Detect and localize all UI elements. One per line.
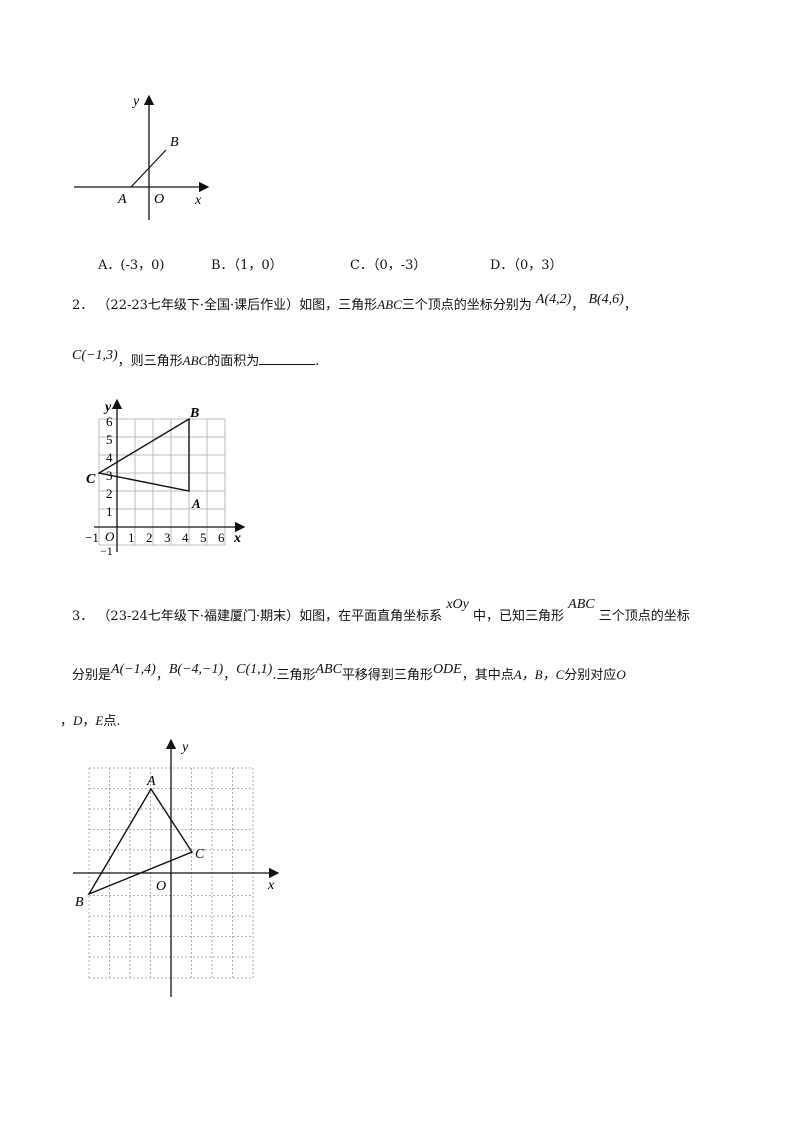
option-value: (-3，0) [120, 258, 165, 273]
q3-ode: ODE [432, 662, 462, 677]
q3-sep: ， [60, 714, 74, 729]
q2-x-tick: 2 [146, 530, 153, 545]
q3-e: E [95, 713, 104, 728]
option-letter: A． [98, 258, 121, 273]
q1-option-b[interactable]: B．（1，0） [211, 254, 283, 273]
q1-option-a[interactable]: A．(-3，0) [98, 254, 164, 273]
q3-line-2: 分别是A(−1,4)，B(−4,−1)，C(1,1).三角形ABC平移得到三角形… [72, 662, 626, 684]
q3-point-b: B(−4,−1) [168, 662, 224, 677]
q2-y-tick: 1 [106, 504, 113, 519]
q2-y-tick: 6 [106, 414, 113, 429]
option-letter: B． [211, 258, 234, 273]
q2-text: 如图，三角形 [299, 298, 378, 313]
q2-x-ticks: 1 2 3 4 5 6 [128, 530, 225, 545]
q2-label-a: A [191, 496, 201, 511]
option-value: （0，-3） [372, 258, 427, 273]
q2-point-a: A(4,2) [535, 292, 572, 307]
option-value: （1，0） [233, 258, 283, 273]
q1-a-label: A [117, 192, 127, 207]
q2-triangle-abc [97, 417, 190, 492]
q3-sep: ， [223, 668, 237, 683]
q3-o: O [616, 667, 626, 682]
q3-abc: ABC [568, 597, 595, 612]
q2-neg-x-tick: −1 [85, 530, 99, 545]
q2-text: 的面积为 [207, 354, 260, 369]
q3-label-b: B [75, 895, 84, 910]
q3-label-a: A [146, 774, 156, 789]
q2-neg-y-tick: −1 [100, 544, 113, 558]
q1-option-d[interactable]: D．（0，3） [490, 254, 562, 273]
q2-x-tick: 1 [128, 530, 135, 545]
q3-text: 中，已知三角形 [473, 609, 565, 624]
q3-text: 平移得到三角形 [341, 668, 433, 683]
q3-text: 分别对应 [564, 668, 617, 683]
q2-origin-label: O [105, 529, 115, 544]
q2-text: ，则三角形 [117, 354, 183, 369]
q3-line-1: 3． （23-24七年级下·福建厦门·期末）如图，在平面直角坐标系 xOy 中，… [72, 597, 690, 625]
q3-text: 分别是 [72, 668, 112, 683]
q2-label-b: B [189, 406, 199, 421]
q2-number: 2． [72, 298, 94, 313]
q3-text: .三角形 [272, 668, 316, 683]
q2-line-1: 2． （22-23七年级下·全国·课后作业）如图，三角形ABC三个顶点的坐标分别… [72, 292, 637, 314]
q2-point-c: C(−1,3) [72, 348, 118, 363]
q1-segment-ab [130, 149, 167, 188]
q3-number: 3． [72, 609, 94, 624]
q2-x-tick: 5 [200, 530, 207, 545]
q2-y-tick: 2 [106, 486, 113, 501]
q3-d: D [73, 713, 83, 728]
q3-source: （23-24七年级下·福建厦门·期末） [97, 609, 300, 624]
q2-x-tick: 4 [182, 530, 189, 545]
q1-x-label: x [194, 193, 202, 208]
q1-origin-label: O [154, 192, 164, 207]
q3-point-c: C(1,1) [236, 662, 273, 677]
q2-y-tick: 5 [106, 432, 113, 447]
q2-point-b: B(4,6) [588, 292, 624, 307]
q1-figure: y B A O x [74, 94, 210, 220]
q3-point-a: A(−1,4) [111, 662, 156, 677]
q3-origin-label: O [156, 879, 166, 894]
option-letter: C． [350, 258, 373, 273]
q3-text: 如图，在平面直角坐标系 [299, 609, 443, 624]
q2-label-c: C [86, 472, 96, 487]
q2-sep: ， [623, 298, 637, 313]
q2-x-label: x [233, 531, 241, 546]
q3-abc: ABC [315, 662, 342, 677]
q2-source: （22-23七年级下·全国·课后作业） [97, 298, 300, 313]
q3-text: 三个顶点的坐标 [598, 609, 690, 624]
q2-line-2: C(−1,3)，则三角形ABC的面积为. [72, 348, 320, 370]
q2-figure: 1 2 3 4 5 6 1 2 3 4 5 6 −1 −1 O y x B C … [85, 398, 246, 558]
q3-line-3: ，D，E点. [60, 710, 121, 729]
q2-x-tick: 3 [164, 530, 171, 545]
q3-text: ，其中点 [461, 668, 514, 683]
q2-y-tick: 3 [106, 468, 113, 483]
option-value: （0，3） [513, 258, 563, 273]
q1-b-label: B [170, 135, 179, 150]
q3-sep: ， [155, 668, 169, 683]
q3-y-label: y [180, 740, 189, 755]
q3-xoy: xOy [446, 597, 469, 612]
q2-y-ticks: 1 2 3 4 5 6 [106, 414, 113, 519]
q2-y-label: y [103, 400, 112, 415]
q2-x-tick: 6 [218, 530, 225, 545]
q2-sep: ， [571, 298, 585, 313]
q1-y-label: y [131, 94, 140, 109]
q3-letters: A，B，C [513, 667, 565, 682]
q2-text: 三个顶点的坐标分别为 [401, 298, 532, 313]
q3-label-c: C [195, 847, 205, 862]
q2-end: . [315, 354, 320, 369]
q1-option-c[interactable]: C．（0，-3） [350, 254, 426, 273]
q2-y-tick: 4 [106, 450, 113, 465]
q3-figure: y x O A B C [73, 738, 280, 997]
q3-text: 点. [103, 714, 121, 729]
q2-abc: ABC [377, 297, 402, 312]
q3-sep: ， [82, 714, 96, 729]
q3-triangle-abc [87, 787, 194, 896]
q3-x-label: x [267, 878, 275, 893]
option-letter: D． [490, 258, 514, 273]
q2-abc: ABC [182, 353, 208, 368]
q2-answer-blank[interactable] [259, 353, 316, 365]
q2-grid [98, 418, 226, 546]
